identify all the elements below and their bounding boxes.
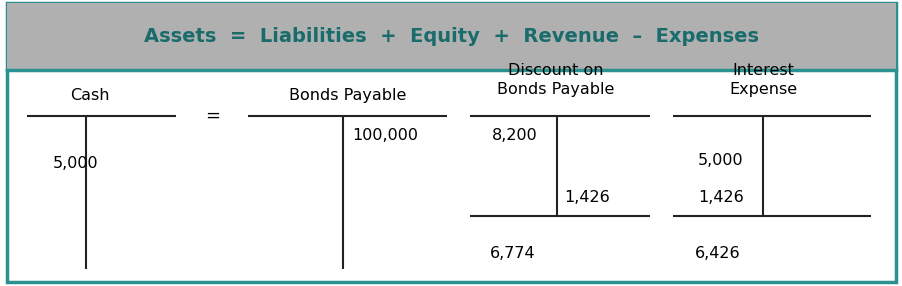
Text: Bonds Payable: Bonds Payable [289,88,406,103]
Text: 100,000: 100,000 [352,128,418,143]
Text: 6,774: 6,774 [489,246,535,261]
Text: =: = [205,107,219,125]
Text: Cash: Cash [70,88,110,103]
Bar [7,3,895,70]
Text: 5,000: 5,000 [697,153,743,168]
Text: 8,200: 8,200 [492,128,538,143]
Text: Discount on
Bonds Payable: Discount on Bonds Payable [496,63,613,97]
Text: 5,000: 5,000 [52,156,98,170]
Text: Assets  =  Liabilities  +  Equity  +  Revenue  –  Expenses: Assets = Liabilities + Equity + Revenue … [143,27,759,46]
Text: 1,426: 1,426 [697,190,743,205]
Text: Interest
Expense: Interest Expense [728,63,796,97]
Text: 1,426: 1,426 [564,190,610,205]
Text: 6,426: 6,426 [695,246,741,261]
